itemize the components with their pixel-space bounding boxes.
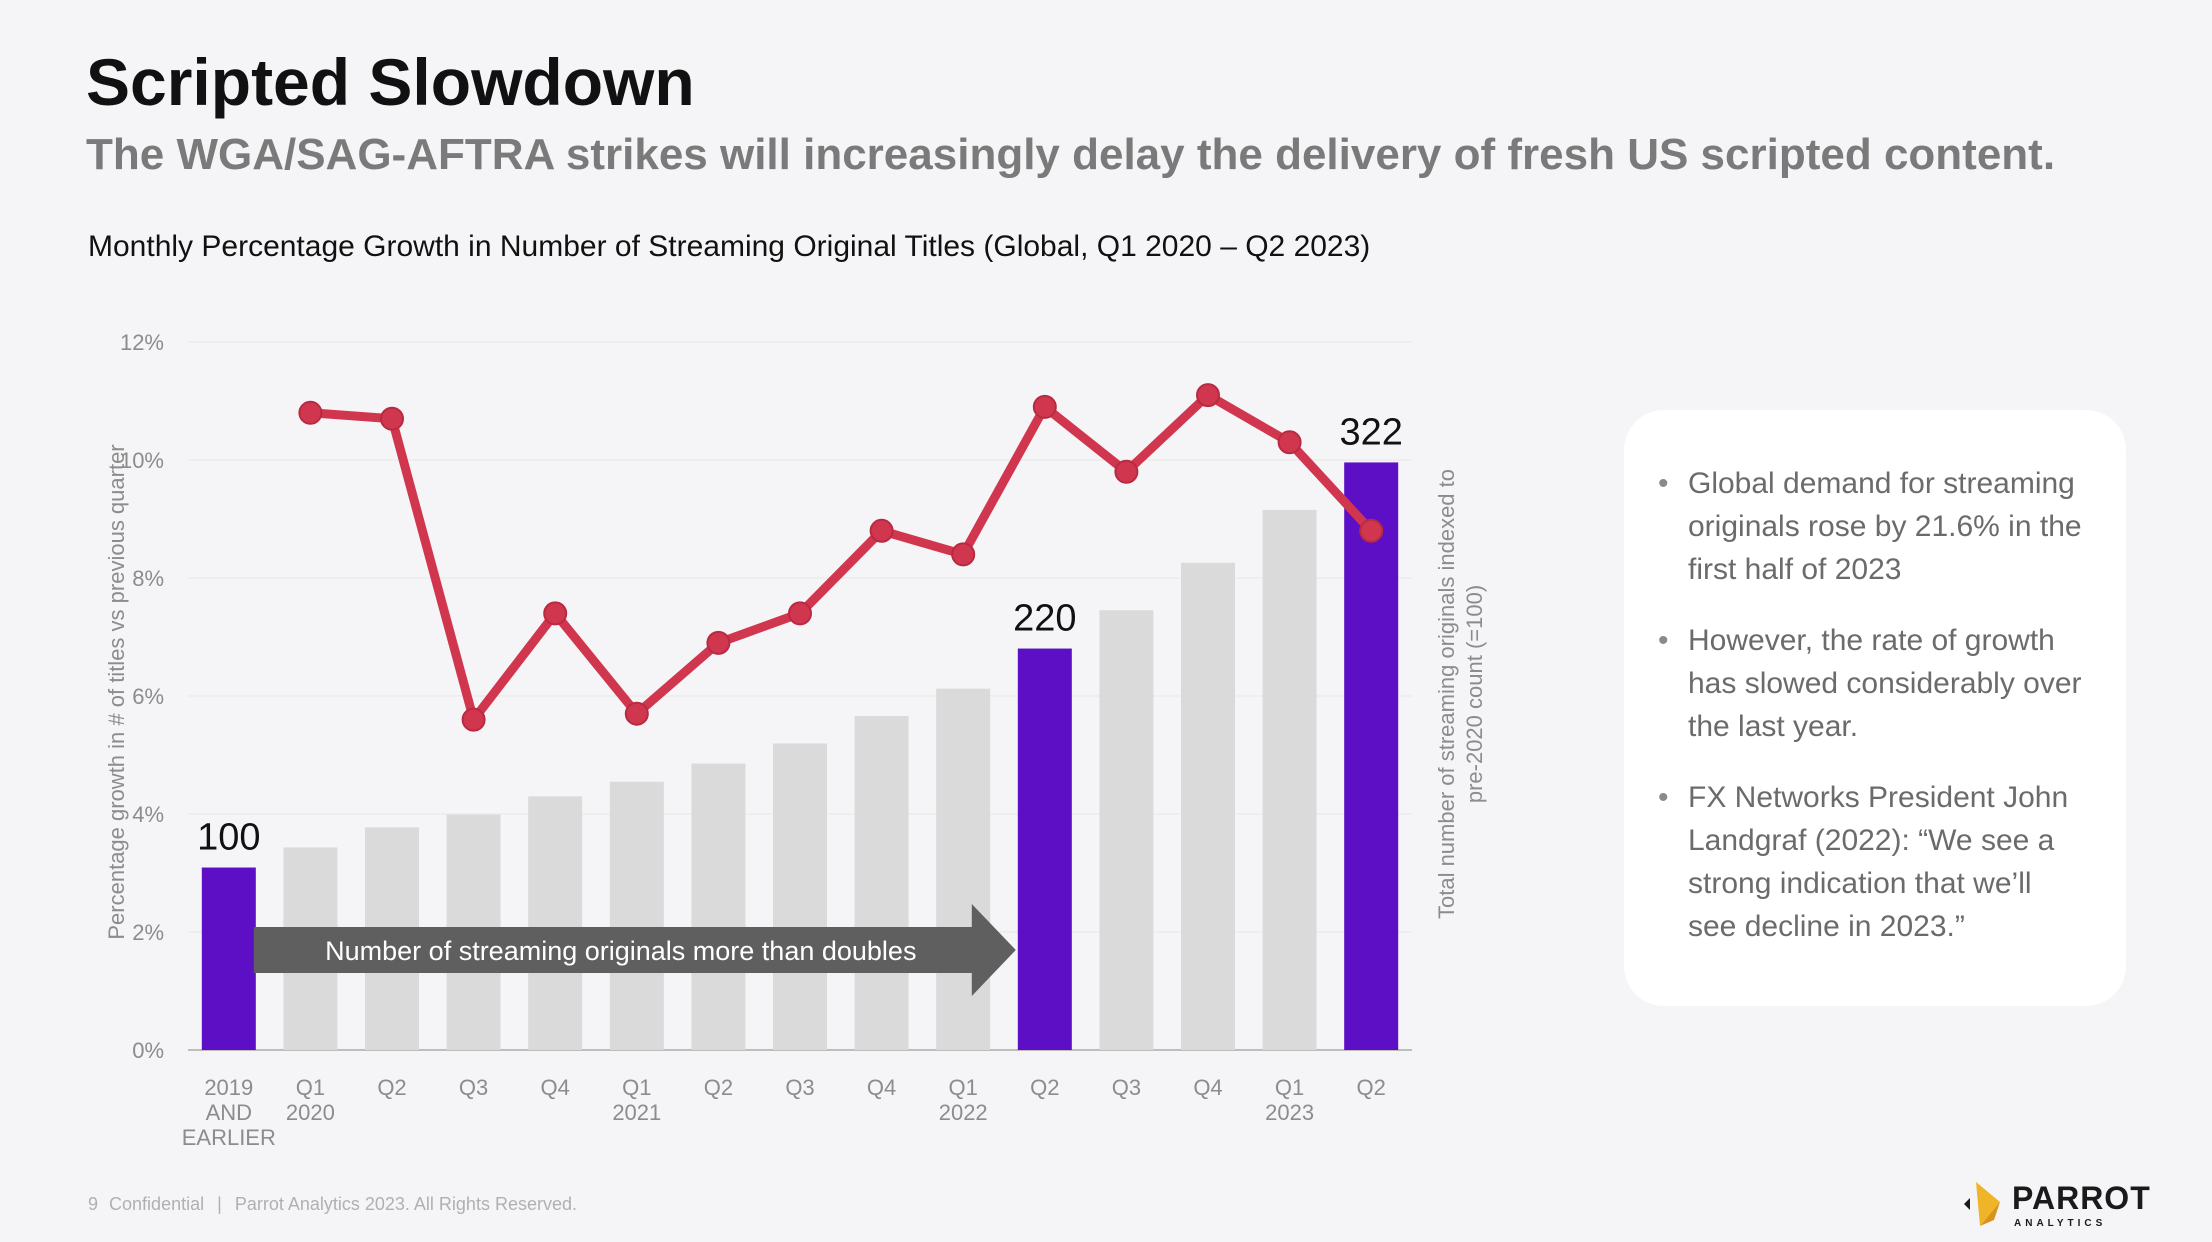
bar (1262, 509, 1317, 1050)
bar-highlight (1017, 648, 1072, 1050)
y-tick-label: 0% (132, 1038, 164, 1063)
x-tick-label: Q2 (377, 1075, 406, 1100)
x-tick-label: Q1 (1275, 1075, 1304, 1100)
logo-subtitle: ANALYTICS (2014, 1218, 2107, 1229)
x-tick-label: Q2 (1357, 1075, 1386, 1100)
bar-highlight (201, 867, 256, 1050)
growth-point (380, 406, 404, 431)
x-tick-label: 2021 (612, 1100, 661, 1125)
page-subtitle: The WGA/SAG-AFTRA strikes will increasin… (86, 130, 2056, 179)
parrot-logo-icon (1964, 1182, 2000, 1226)
x-tick-label: Q2 (704, 1075, 733, 1100)
growth-point (1277, 430, 1302, 455)
bar (528, 796, 583, 1050)
x-tick-label: Q4 (1193, 1075, 1222, 1100)
y-axis-title-right: Total number of streaming originals inde… (1434, 469, 1487, 919)
growth-point (788, 601, 812, 626)
y-tick-label: 2% (132, 920, 164, 945)
callout-bullet: However, the rate of growth has slowed c… (1658, 619, 2086, 748)
bar (691, 763, 746, 1050)
y-tick-label: 6% (132, 684, 164, 709)
footer: 9 Confidential | Parrot Analytics 2023. … (88, 1194, 577, 1215)
bar-highlight (1344, 462, 1399, 1050)
growth-point (706, 630, 731, 655)
footer-confidential: Confidential (109, 1194, 205, 1214)
page-number: 9 (88, 1194, 99, 1214)
y-tick-label: 10% (120, 448, 164, 473)
growth-point (1032, 394, 1057, 419)
parrot-analytics-logo: PARROT ANALYTICS (1954, 1176, 2150, 1232)
growth-line (305, 390, 1376, 725)
annotation-arrow: Number of streaming originals more than … (253, 904, 1016, 996)
bar (854, 716, 909, 1050)
x-tick-label: 2019 (204, 1075, 253, 1100)
page-title: Scripted Slowdown (86, 45, 695, 119)
growth-point (1114, 459, 1139, 484)
y-tick-label: 12% (120, 330, 164, 355)
x-tick-label: EARLIER (182, 1125, 276, 1150)
growth-point (869, 518, 894, 543)
x-tick-label: Q1 (622, 1075, 651, 1100)
bar (1099, 610, 1154, 1050)
chart-title: Monthly Percentage Growth in Number of S… (88, 230, 1371, 263)
x-tick-label: 2020 (286, 1100, 335, 1125)
footer-separator: | (217, 1194, 222, 1214)
y-axis-title-right-line: Total number of streaming originals inde… (1434, 469, 1459, 919)
callout-bullet: Global demand for streaming originals ro… (1658, 462, 2086, 591)
callout-bullet: FX Networks President John Landgraf (202… (1658, 776, 2086, 948)
x-tick-label: Q4 (867, 1075, 896, 1100)
x-tick-label: Q1 (296, 1075, 325, 1100)
x-tick-label: Q3 (459, 1075, 488, 1100)
y-tick-label: 8% (132, 566, 164, 591)
line-series (298, 383, 1384, 732)
x-tick-label: AND (206, 1100, 252, 1125)
growth-point (624, 701, 649, 726)
growth-point (461, 707, 486, 732)
y-axis-title-right-line: pre-2020 count (=100) (1462, 585, 1487, 803)
growth-point (1196, 383, 1220, 408)
bar (773, 743, 827, 1050)
x-tick-label: 2022 (939, 1100, 988, 1125)
bar-value-label: 322 (1339, 411, 1402, 453)
logo-name: PARROT (2012, 1180, 2151, 1216)
x-tick-label: Q2 (1030, 1075, 1059, 1100)
arrow-annotation-text: Number of streaming originals more than … (325, 936, 916, 966)
growth-point (543, 601, 568, 626)
growth-point (951, 542, 976, 567)
x-tick-label: Q3 (785, 1075, 814, 1100)
x-tick-label: Q1 (949, 1075, 978, 1100)
bar (936, 688, 991, 1050)
y-axis-title-left: Percentage growth in # of titles vs prev… (104, 444, 129, 939)
x-tick-label: 2023 (1265, 1100, 1314, 1125)
bar-value-label: 220 (1013, 598, 1076, 640)
y-tick-label: 4% (132, 802, 164, 827)
x-tick-label: Q3 (1112, 1075, 1141, 1100)
footer-copyright: Parrot Analytics 2023. All Rights Reserv… (234, 1194, 577, 1214)
arrow-shape (253, 904, 1016, 996)
growth-point (1359, 518, 1384, 543)
bar (1181, 562, 1235, 1050)
growth-point (298, 400, 323, 425)
x-tick-label: Q4 (541, 1075, 570, 1100)
bar-value-label: 100 (197, 817, 260, 859)
bar (609, 781, 664, 1050)
callout-card: Global demand for streaming originals ro… (1624, 410, 2126, 1006)
